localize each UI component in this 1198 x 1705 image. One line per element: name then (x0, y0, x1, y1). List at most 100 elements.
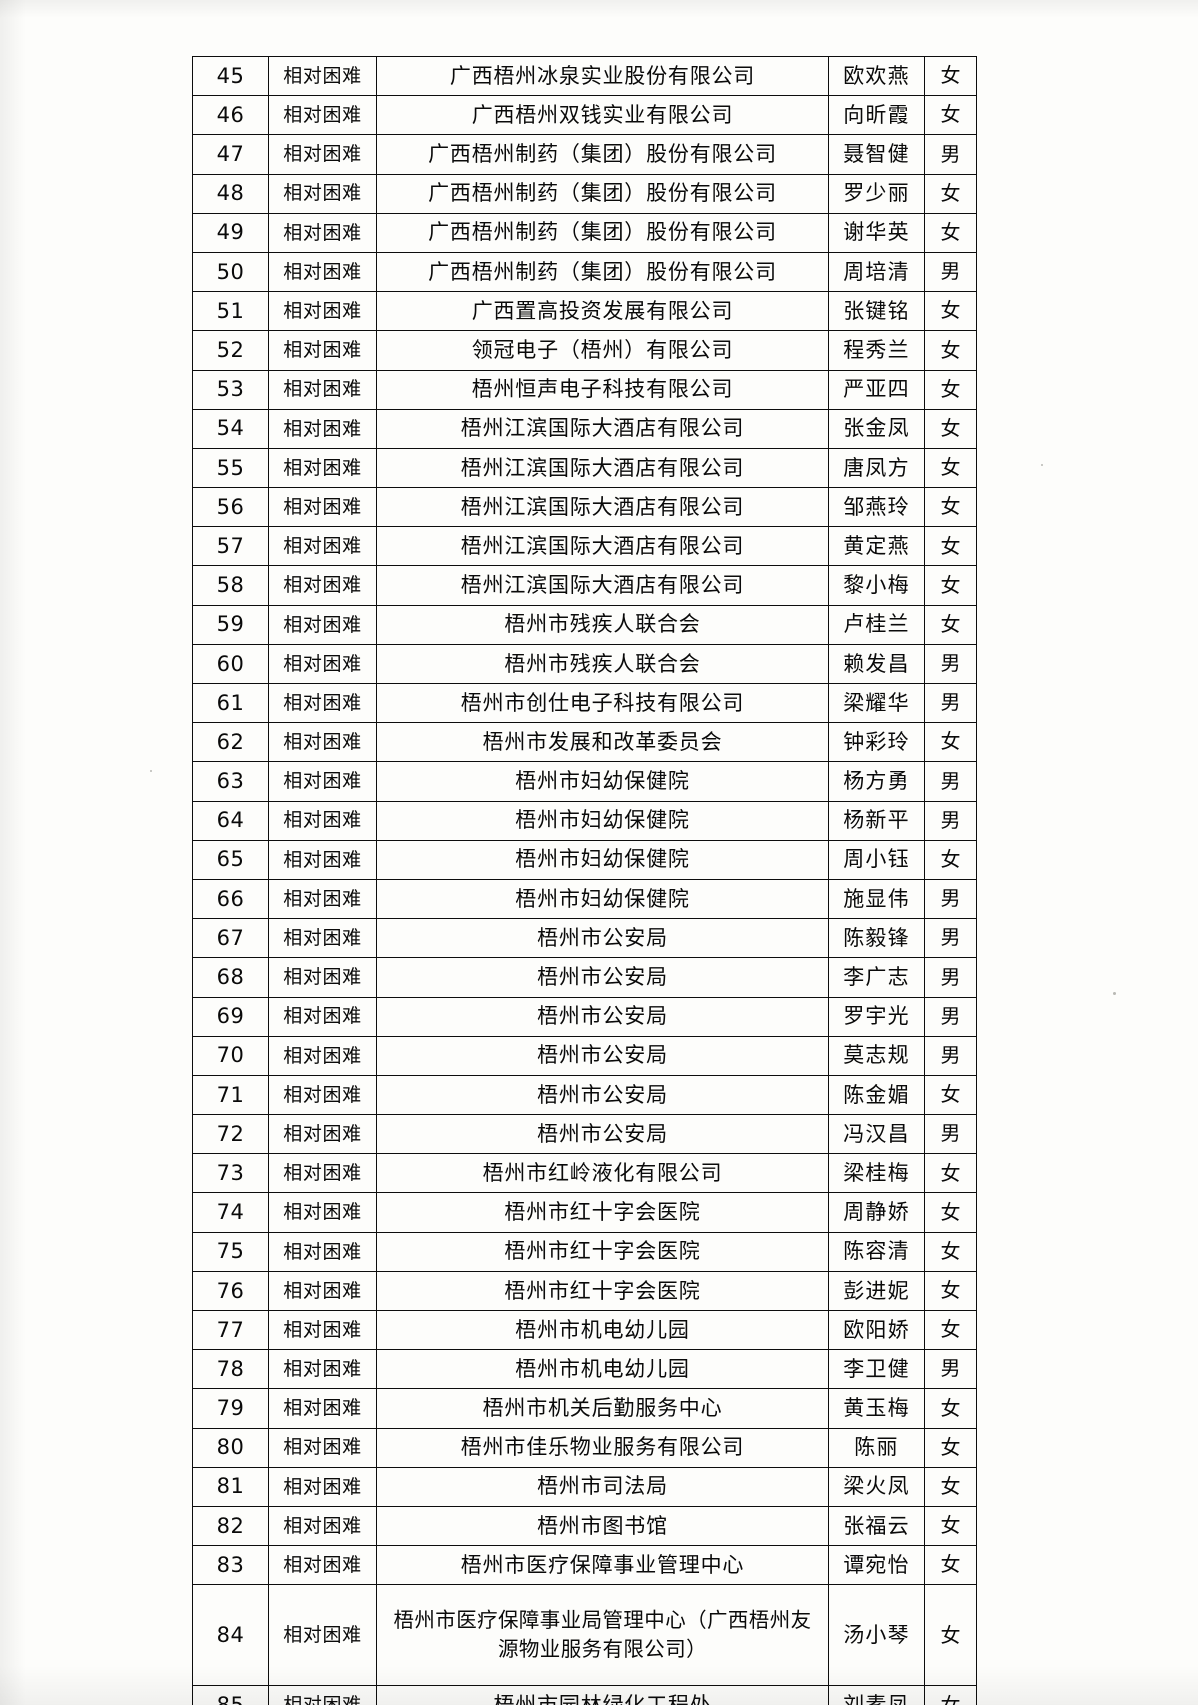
cell-index: 66 (192, 878, 269, 920)
cell-index: 83 (192, 1545, 269, 1586)
cell-name: 陈金媚 (828, 1074, 925, 1116)
table-row: 83 相对困难 梧州市医疗保障事业管理中心 谭宛怡女 (192, 1545, 977, 1586)
cell-gender: 女 (924, 722, 977, 763)
cell-index: 64 (192, 800, 269, 841)
cell-gender: 男 (924, 682, 977, 724)
cell-gender: 女 (924, 1231, 977, 1272)
cell-index: 53 (192, 369, 269, 410)
cell-organization: 梧州江滨国际大酒店有限公司 (376, 487, 829, 528)
cell-index: 61 (192, 682, 269, 724)
cell-gender: 男 (924, 1349, 977, 1390)
cell-index: 59 (192, 604, 269, 645)
cell-organization: 梧州市妇幼保健院 (376, 800, 829, 841)
cell-index: 85 (192, 1685, 269, 1705)
cell-organization: 广西梧州冰泉实业股份有限公司 (376, 55, 829, 97)
table-row: 45 相对困难 广西梧州冰泉实业股份有限公司 欧欢燕女 (192, 55, 977, 97)
table-row: 71 相对困难 梧州市公安局 陈金媚女 (192, 1074, 977, 1116)
cell-name: 张键铭 (828, 291, 925, 332)
cell-name: 冯汉昌 (828, 1114, 925, 1155)
table-row: 56 相对困难 梧州江滨国际大酒店有限公司 邹燕玲女 (192, 487, 977, 528)
cell-difficulty: 相对困难 (268, 957, 377, 998)
table-row: 54 相对困难 梧州江滨国际大酒店有限公司 张金凤女 (192, 408, 977, 449)
cell-index: 47 (192, 134, 269, 175)
cell-difficulty: 相对困难 (268, 839, 377, 880)
cell-organization: 梧州市机关后勤服务中心 (376, 1388, 829, 1429)
cell-difficulty: 相对困难 (268, 1685, 377, 1705)
cell-difficulty: 相对困难 (268, 1231, 377, 1272)
cell-difficulty: 相对困难 (268, 212, 377, 253)
cell-gender: 女 (924, 212, 977, 253)
cell-gender: 女 (924, 330, 977, 371)
cell-difficulty: 相对困难 (268, 1388, 377, 1429)
cell-gender: 男 (924, 1035, 977, 1076)
cell-name: 邹燕玲 (828, 487, 925, 528)
table-row: 78 相对困难 梧州市机电幼儿园 李卫健男 (192, 1349, 977, 1390)
cell-difficulty: 相对困难 (268, 291, 377, 332)
cell-difficulty: 相对困难 (268, 1545, 377, 1586)
cell-name: 施显伟 (828, 878, 925, 920)
cell-gender: 男 (924, 643, 977, 685)
cell-organization: 广西置高投资发展有限公司 (376, 291, 829, 332)
cell-index: 76 (192, 1270, 269, 1312)
cell-organization: 梧州市司法局 (376, 1466, 829, 1507)
table-row: 68 相对困难 梧州市公安局 李广志男 (192, 957, 977, 998)
table-row: 67 相对困难 梧州市公安局 陈毅锋男 (192, 918, 977, 959)
cell-name: 莫志规 (828, 1035, 925, 1076)
cell-index: 71 (192, 1074, 269, 1116)
table-row: 49 相对困难 广西梧州制药（集团）股份有限公司 谢华英女 (192, 212, 977, 253)
table-row: 65 相对困难 梧州市妇幼保健院 周小钰女 (192, 839, 977, 880)
cell-difficulty: 相对困难 (268, 1114, 377, 1155)
cell-name: 梁耀华 (828, 682, 925, 724)
table-row: 63 相对困难 梧州市妇幼保健院 杨方勇男 (192, 761, 977, 802)
table-row: 80 相对困难 梧州市佳乐物业服务有限公司 陈丽女 (192, 1427, 977, 1468)
cell-organization: 广西梧州制药（集团）股份有限公司 (376, 212, 829, 253)
cell-index: 68 (192, 957, 269, 998)
cell-organization: 梧州市红岭液化有限公司 (376, 1153, 829, 1194)
table-row: 50 相对困难 广西梧州制药（集团）股份有限公司 周培清男 (192, 251, 977, 293)
cell-difficulty: 相对困难 (268, 95, 377, 136)
table-row: 46 相对困难 广西梧州双钱实业有限公司 向昕霞女 (192, 95, 977, 136)
cell-name: 陈毅锋 (828, 918, 925, 959)
cell-difficulty: 相对困难 (268, 1349, 377, 1390)
cell-index: 56 (192, 487, 269, 528)
cell-name: 唐凤方 (828, 447, 925, 489)
cell-gender: 女 (924, 173, 977, 214)
cell-organization: 梧州江滨国际大酒店有限公司 (376, 447, 829, 489)
cell-organization: 领冠电子（梧州）有限公司 (376, 330, 829, 371)
cell-difficulty: 相对困难 (268, 1505, 377, 1547)
cell-organization: 梧州市红十字会医院 (376, 1192, 829, 1233)
cell-gender: 男 (924, 761, 977, 802)
cell-name: 刘素凤 (828, 1685, 925, 1705)
cell-organization: 梧州市公安局 (376, 1074, 829, 1116)
cell-name: 黎小梅 (828, 565, 925, 606)
scan-speck (150, 770, 152, 772)
cell-organization: 梧州市医疗保障事业管理中心 (376, 1545, 829, 1586)
cell-index: 57 (192, 526, 269, 567)
cell-gender: 男 (924, 957, 977, 998)
cell-difficulty: 相对困难 (268, 1427, 377, 1468)
table-row: 74 相对困难 梧州市红十字会医院 周静娇女 (192, 1192, 977, 1233)
cell-index: 80 (192, 1427, 269, 1468)
cell-gender: 女 (924, 526, 977, 567)
scan-speck (1113, 992, 1116, 995)
cell-organization: 梧州市妇幼保健院 (376, 839, 829, 880)
cell-index: 62 (192, 722, 269, 763)
cell-gender: 女 (924, 1466, 977, 1507)
table-row: 77 相对困难 梧州市机电幼儿园 欧阳娇女 (192, 1309, 977, 1351)
table-row: 82 相对困难 梧州市图书馆 张福云女 (192, 1505, 977, 1547)
cell-index: 75 (192, 1231, 269, 1272)
cell-name: 谭宛怡 (828, 1545, 925, 1586)
cell-index: 46 (192, 95, 269, 136)
table-row: 70 相对困难 梧州市公安局 莫志规男 (192, 1035, 977, 1076)
cell-name: 李广志 (828, 957, 925, 998)
cell-difficulty: 相对困难 (268, 1035, 377, 1076)
cell-organization: 梧州恒声电子科技有限公司 (376, 369, 829, 410)
cell-index: 45 (192, 55, 269, 97)
table-row: 75 相对困难 梧州市红十字会医院 陈容清女 (192, 1231, 977, 1272)
table-row: 73 相对困难 梧州市红岭液化有限公司 梁桂梅女 (192, 1153, 977, 1194)
cell-difficulty: 相对困难 (268, 487, 377, 528)
cell-index: 81 (192, 1466, 269, 1507)
cell-index: 58 (192, 565, 269, 606)
cell-name: 谢华英 (828, 212, 925, 253)
cell-name: 赖发昌 (828, 643, 925, 685)
